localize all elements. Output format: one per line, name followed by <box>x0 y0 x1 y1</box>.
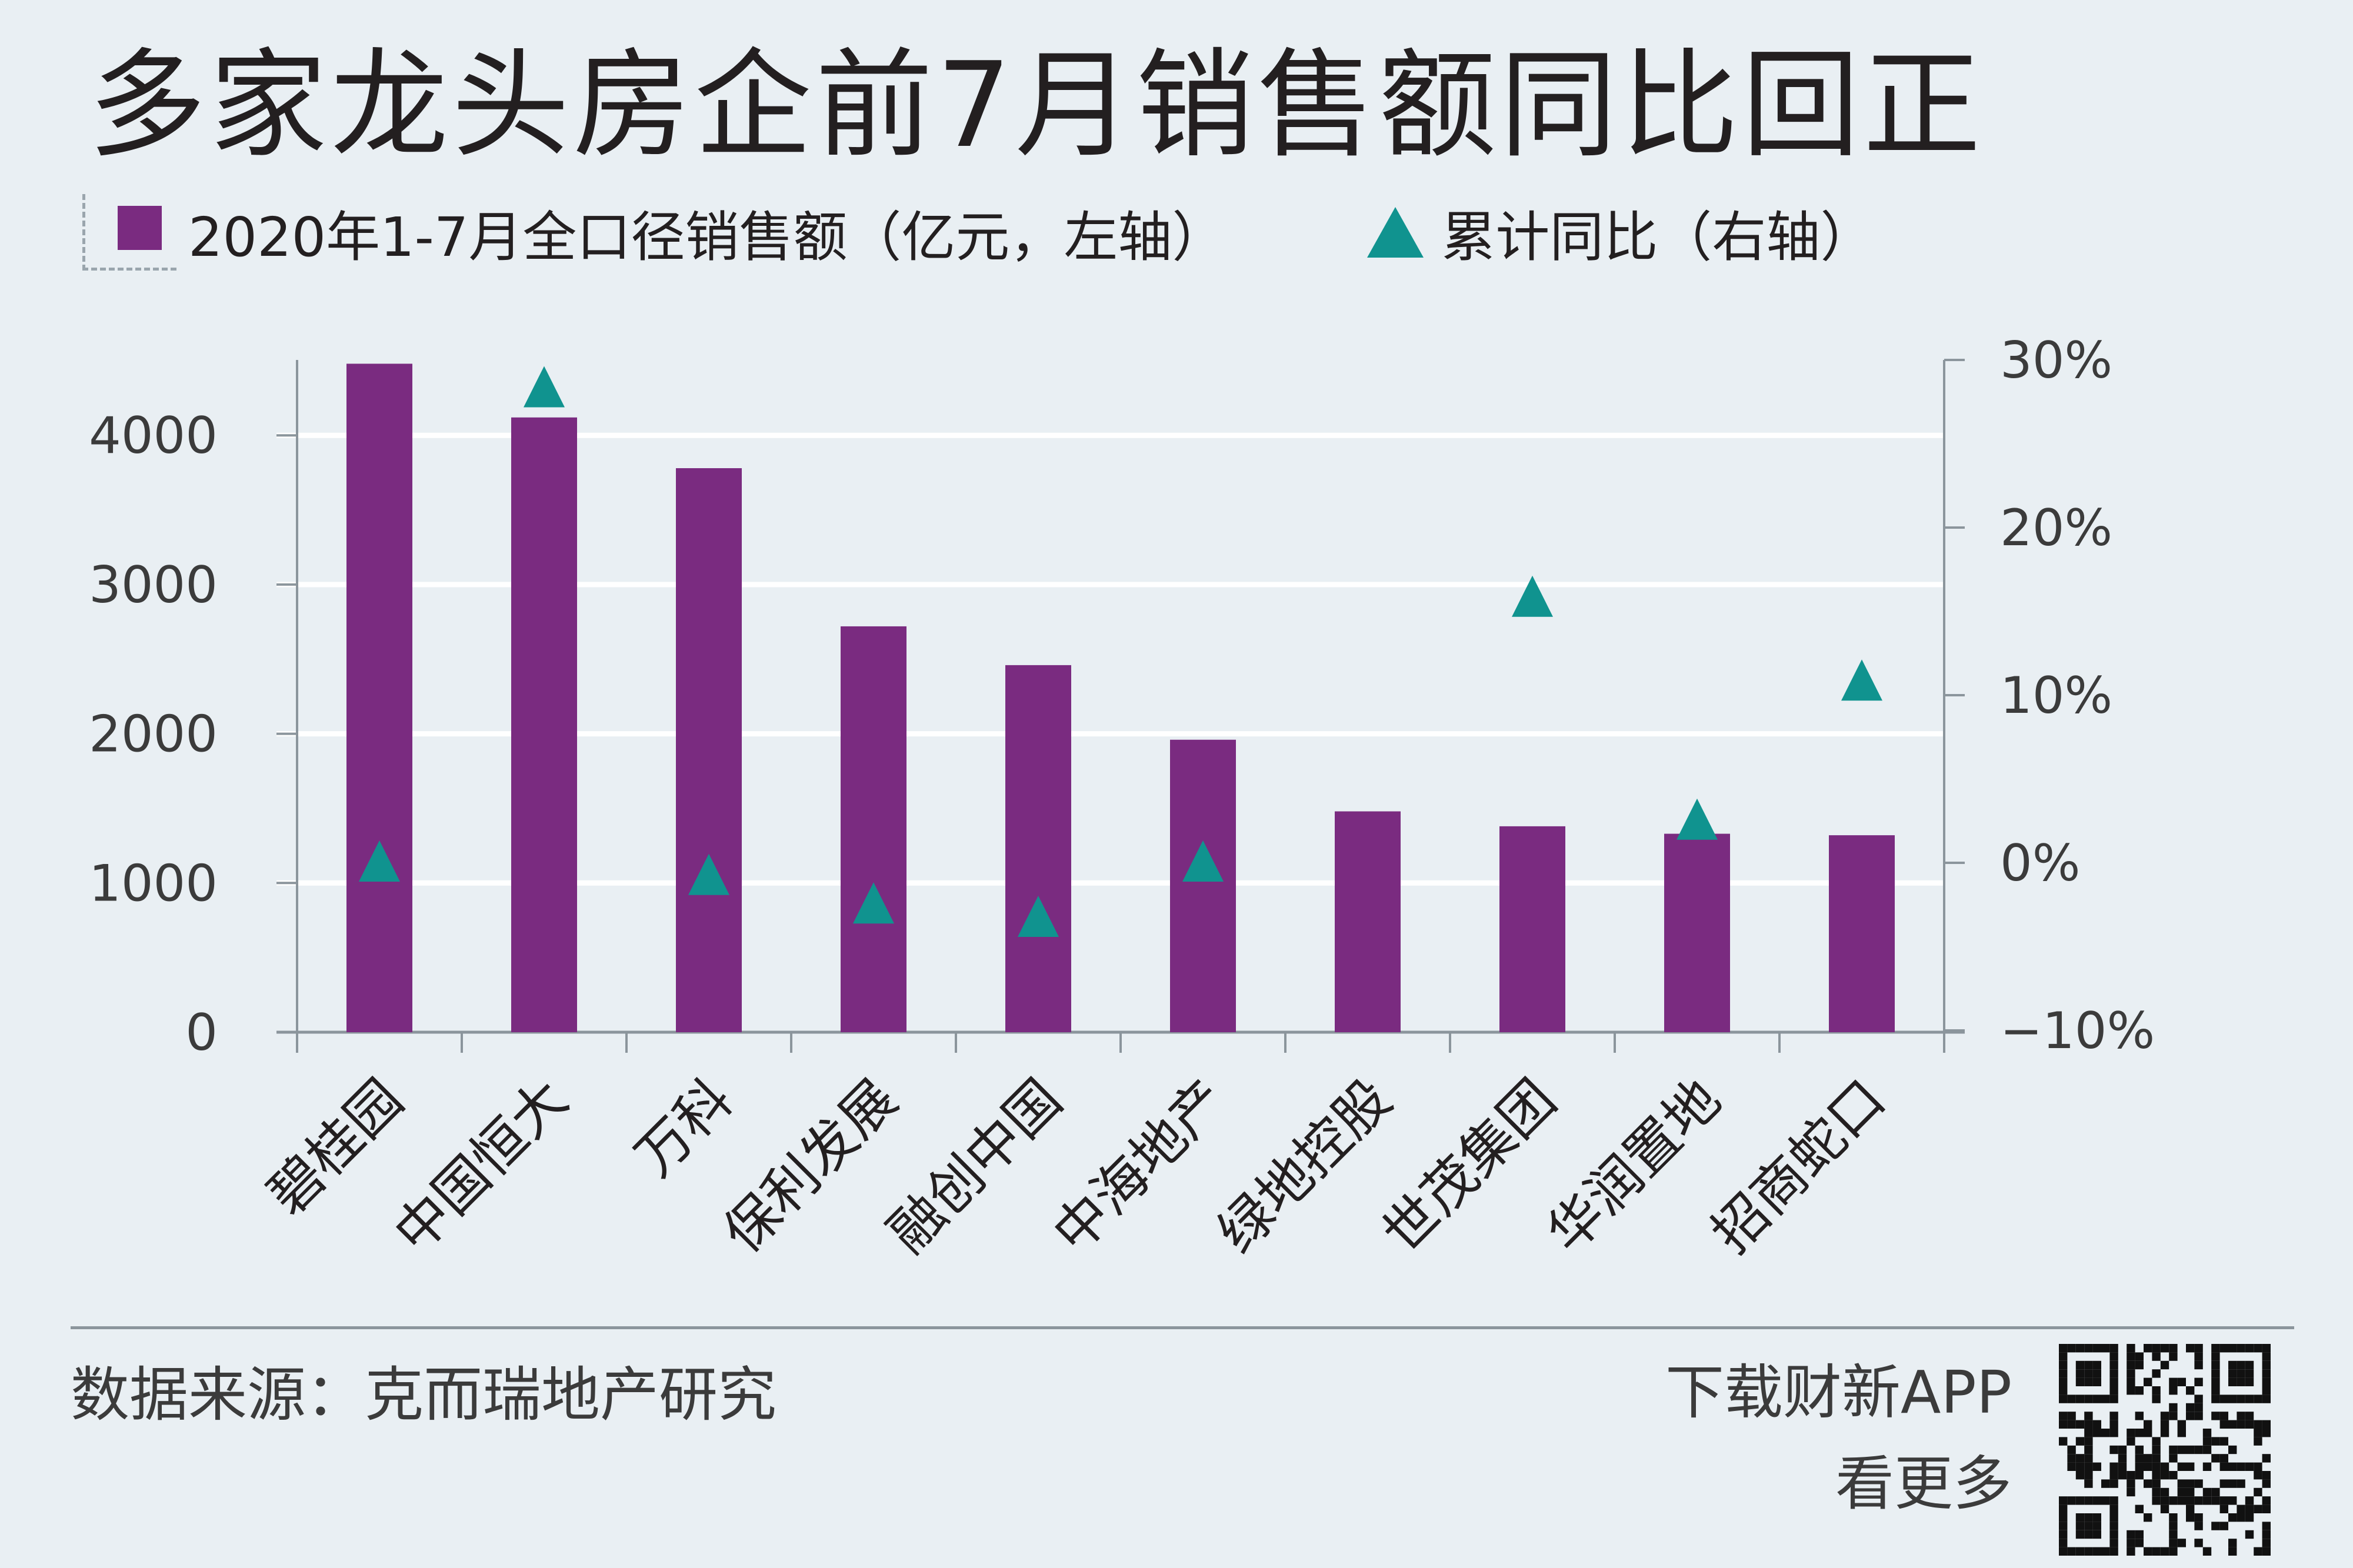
bar-绿地控股 <box>1335 811 1401 1032</box>
x-category-label: 中国恒大 <box>382 1067 580 1265</box>
chart-title: 多家龙头房企前7月销售额同比回正 <box>88 37 1985 174</box>
yoy-marker-世茂集团 <box>1512 575 1553 617</box>
legend-bar-label: 2020年1-7月全口径销售额（亿元，左轴） <box>188 205 1227 269</box>
x-category-label: 招商蛇口 <box>1700 1067 1898 1265</box>
y-left-tick-label: 1000 <box>89 854 218 913</box>
app-download-cta[interactable]: 下载财新APP 看更多 <box>1665 1347 2012 1529</box>
bar-中国恒大 <box>511 417 577 1032</box>
y-left-tick-label: 2000 <box>89 705 218 764</box>
yoy-marker-中海地产 <box>1182 840 1224 882</box>
footer-divider <box>71 1326 2294 1329</box>
bar-融创中国 <box>1005 665 1071 1032</box>
yoy-marker-中国恒大 <box>524 366 565 408</box>
yoy-marker-融创中国 <box>1018 896 1059 938</box>
yoy-marker-万科 <box>688 853 729 895</box>
y-right-tick-label: 30% <box>2000 331 2112 390</box>
data-source: 数据来源：克而瑞地产研究 <box>71 1360 776 1429</box>
x-category-label: 融创中国 <box>876 1067 1074 1265</box>
y-right-tick-label: −10% <box>2000 1002 2155 1060</box>
y-left-tick-label: 3000 <box>89 556 218 615</box>
y-left-tick-label: 0 <box>185 1003 218 1062</box>
bar-华润置地 <box>1664 833 1730 1032</box>
x-category-label: 碧桂园 <box>256 1067 415 1227</box>
combo-chart: 0 1000 2000 3000 4000 −10% 0% 10% 20% 30% 碧桂园中国恒大万… <box>89 331 2155 1265</box>
x-category-label: 保利发展 <box>712 1067 909 1265</box>
bar-中海地产 <box>1170 739 1236 1032</box>
x-category-label: 华润置地 <box>1535 1067 1733 1265</box>
legend-triangle-label: 累计同比（右轴） <box>1441 205 1875 269</box>
x-category-label: 万科 <box>624 1067 745 1189</box>
x-category-label: 中海地产 <box>1041 1067 1239 1265</box>
app-more-line: 看更多 <box>1835 1449 2012 1518</box>
bar-世茂集团 <box>1499 826 1565 1032</box>
chart-legend: 2020年1-7月全口径销售额（亿元，左轴） 累计同比（右轴） <box>82 194 1874 271</box>
bar-万科 <box>676 468 742 1032</box>
qr-code-icon[interactable] <box>2059 1344 2271 1556</box>
y-left-tick-label: 4000 <box>89 406 218 465</box>
x-category-label: 世茂集团 <box>1371 1067 1568 1265</box>
x-category-label: 绿地控股 <box>1206 1067 1404 1265</box>
y-right-tick-label: 10% <box>2000 666 2112 725</box>
yoy-marker-招商蛇口 <box>1841 659 1882 701</box>
bar-保利发展 <box>841 626 906 1032</box>
bar-招商蛇口 <box>1829 835 1895 1032</box>
app-download-line: 下载财新APP <box>1665 1358 2012 1427</box>
yoy-marker-碧桂园 <box>359 840 400 882</box>
y-right-tick-label: 0% <box>2000 834 2080 893</box>
legend-bar-swatch <box>82 194 176 271</box>
y-right-tick-label: 20% <box>2000 499 2112 558</box>
bar-碧桂园 <box>346 363 412 1032</box>
yoy-marker-保利发展 <box>853 882 894 924</box>
legend-triangle-marker <box>1367 207 1424 258</box>
yoy-marker-华润置地 <box>1677 798 1718 840</box>
